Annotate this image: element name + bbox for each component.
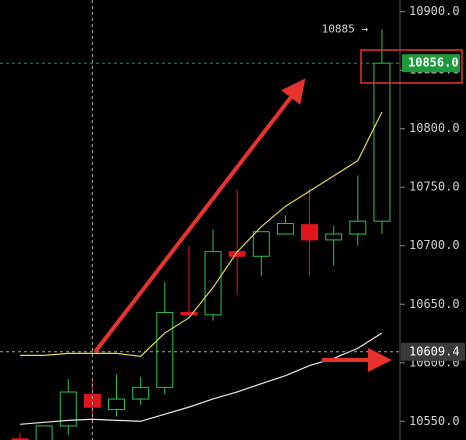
candle-body — [35, 425, 53, 440]
candle-body — [349, 220, 367, 235]
candle-body — [180, 311, 198, 316]
moving-average — [19, 332, 383, 425]
last-price-box — [402, 54, 460, 73]
candle-body — [108, 398, 126, 411]
y-tick-label: 10550.0 — [409, 414, 460, 428]
last-price-label: 10856.0 — [408, 56, 459, 70]
candle-body — [373, 62, 391, 222]
candle-body — [132, 386, 150, 400]
candle-body — [276, 223, 294, 235]
candle-body — [156, 311, 174, 388]
candle-body — [252, 231, 270, 257]
highlight-box — [360, 49, 463, 84]
plot: 10885 → — [0, 0, 400, 440]
price-axis: 10550.010600.010650.010700.010750.010800… — [400, 4, 465, 428]
crosshair-price-label: 10609.4 — [409, 344, 460, 358]
crosshair-price-box — [401, 342, 465, 361]
high-annotation: 10885 → — [322, 22, 369, 35]
y-tick-label: 10650.0 — [409, 297, 460, 311]
y-tick-label: 10900.0 — [409, 4, 460, 18]
candle-body — [59, 391, 77, 427]
candle-body — [204, 251, 222, 316]
red-arrow — [93, 78, 306, 354]
y-tick-label: 10750.0 — [409, 180, 460, 194]
moving-average — [20, 111, 383, 357]
y-tick-label: 10700.0 — [409, 238, 460, 252]
candle-body — [301, 224, 319, 241]
candle-body — [325, 233, 343, 241]
candle-body — [83, 393, 101, 408]
y-tick-label: 10800.0 — [409, 121, 460, 135]
